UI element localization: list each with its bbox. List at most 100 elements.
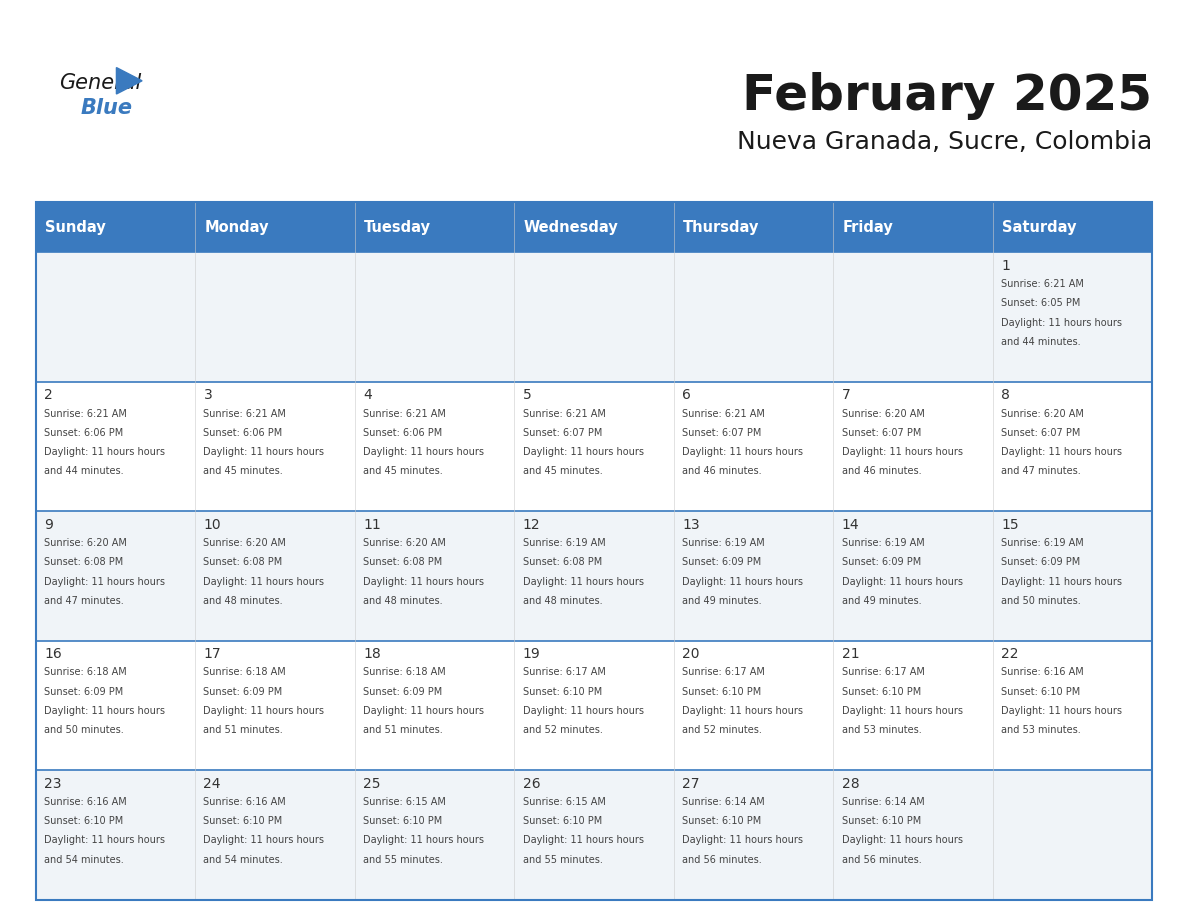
Text: Sunrise: 6:16 AM: Sunrise: 6:16 AM [44,797,127,807]
Text: 17: 17 [203,647,221,661]
Text: Daylight: 11 hours hours: Daylight: 11 hours hours [1001,706,1123,716]
Text: Sunset: 6:09 PM: Sunset: 6:09 PM [682,557,762,567]
Text: Daylight: 11 hours hours: Daylight: 11 hours hours [203,577,324,587]
Bar [514,511,674,641]
Text: and 45 minutes.: and 45 minutes. [203,466,283,476]
Text: Sunrise: 6:21 AM: Sunrise: 6:21 AM [682,409,765,419]
Text: and 55 minutes.: and 55 minutes. [364,855,443,865]
Text: and 51 minutes.: and 51 minutes. [203,725,283,735]
Text: Sunrise: 6:21 AM: Sunrise: 6:21 AM [364,409,446,419]
Text: Sunset: 6:10 PM: Sunset: 6:10 PM [841,816,921,826]
Bar [674,252,833,382]
Text: Daylight: 11 hours hours: Daylight: 11 hours hours [1001,577,1123,587]
Bar [993,252,1152,382]
Text: 6: 6 [682,388,691,402]
Text: Sunset: 6:07 PM: Sunset: 6:07 PM [1001,428,1081,438]
Text: Sunrise: 6:20 AM: Sunrise: 6:20 AM [203,538,286,548]
Text: Sunrise: 6:17 AM: Sunrise: 6:17 AM [523,667,606,677]
Bar [993,382,1152,511]
Text: Sunset: 6:08 PM: Sunset: 6:08 PM [364,557,442,567]
Text: Daylight: 11 hours hours: Daylight: 11 hours hours [203,706,324,716]
Text: Daylight: 11 hours hours: Daylight: 11 hours hours [364,706,484,716]
Text: Sunrise: 6:21 AM: Sunrise: 6:21 AM [44,409,127,419]
Bar [993,641,1152,770]
Text: Sunset: 6:08 PM: Sunset: 6:08 PM [44,557,124,567]
Text: Sunset: 6:09 PM: Sunset: 6:09 PM [203,687,283,697]
Text: and 47 minutes.: and 47 minutes. [44,596,124,606]
Text: Sunday: Sunday [45,219,106,235]
Bar [674,511,833,641]
Text: and 48 minutes.: and 48 minutes. [203,596,283,606]
Text: 24: 24 [203,777,221,790]
Bar [674,382,833,511]
Bar [355,202,514,252]
Text: Sunset: 6:05 PM: Sunset: 6:05 PM [1001,298,1081,308]
Text: General: General [59,73,141,93]
Bar [993,511,1152,641]
Text: Sunset: 6:10 PM: Sunset: 6:10 PM [1001,687,1080,697]
Text: Sunrise: 6:18 AM: Sunrise: 6:18 AM [203,667,286,677]
Text: 26: 26 [523,777,541,790]
Text: and 55 minutes.: and 55 minutes. [523,855,602,865]
Text: and 48 minutes.: and 48 minutes. [523,596,602,606]
Text: Sunrise: 6:19 AM: Sunrise: 6:19 AM [682,538,765,548]
Bar [833,202,993,252]
Bar [514,770,674,900]
Text: Sunrise: 6:19 AM: Sunrise: 6:19 AM [1001,538,1083,548]
Text: Sunset: 6:09 PM: Sunset: 6:09 PM [1001,557,1080,567]
Text: 20: 20 [682,647,700,661]
Text: 8: 8 [1001,388,1010,402]
Text: 12: 12 [523,518,541,532]
Text: Sunrise: 6:16 AM: Sunrise: 6:16 AM [1001,667,1083,677]
Text: Sunset: 6:09 PM: Sunset: 6:09 PM [44,687,124,697]
Bar [993,770,1152,900]
Bar [195,252,355,382]
Text: Sunrise: 6:14 AM: Sunrise: 6:14 AM [841,797,924,807]
Text: and 50 minutes.: and 50 minutes. [44,725,124,735]
Text: 1: 1 [1001,259,1010,273]
Text: and 50 minutes.: and 50 minutes. [1001,596,1081,606]
Text: and 44 minutes.: and 44 minutes. [1001,337,1081,347]
Bar [833,770,993,900]
Text: Sunset: 6:09 PM: Sunset: 6:09 PM [364,687,442,697]
Text: Sunrise: 6:16 AM: Sunrise: 6:16 AM [203,797,286,807]
Text: Daylight: 11 hours hours: Daylight: 11 hours hours [1001,318,1123,328]
Text: 13: 13 [682,518,700,532]
Text: and 56 minutes.: and 56 minutes. [841,855,922,865]
Text: Daylight: 11 hours hours: Daylight: 11 hours hours [523,706,644,716]
Text: and 49 minutes.: and 49 minutes. [841,596,921,606]
Text: Sunrise: 6:18 AM: Sunrise: 6:18 AM [364,667,446,677]
Text: 21: 21 [841,647,859,661]
Bar [993,202,1152,252]
Text: Daylight: 11 hours hours: Daylight: 11 hours hours [841,577,962,587]
Text: 27: 27 [682,777,700,790]
Bar [833,511,993,641]
Text: Sunset: 6:08 PM: Sunset: 6:08 PM [203,557,283,567]
Text: and 52 minutes.: and 52 minutes. [682,725,762,735]
Bar [833,382,993,511]
Text: Daylight: 11 hours hours: Daylight: 11 hours hours [44,835,165,845]
Bar [36,770,195,900]
Text: and 44 minutes.: and 44 minutes. [44,466,124,476]
Bar [514,202,674,252]
Text: Sunrise: 6:17 AM: Sunrise: 6:17 AM [682,667,765,677]
Bar [195,641,355,770]
Bar [674,641,833,770]
Text: Daylight: 11 hours hours: Daylight: 11 hours hours [203,835,324,845]
Text: Sunset: 6:10 PM: Sunset: 6:10 PM [682,816,762,826]
Text: Sunrise: 6:19 AM: Sunrise: 6:19 AM [841,538,924,548]
Bar [195,511,355,641]
Text: 11: 11 [364,518,381,532]
Text: Sunset: 6:06 PM: Sunset: 6:06 PM [364,428,442,438]
Text: Daylight: 11 hours hours: Daylight: 11 hours hours [364,835,484,845]
Text: 5: 5 [523,388,531,402]
Text: Sunrise: 6:17 AM: Sunrise: 6:17 AM [841,667,924,677]
Text: Sunset: 6:10 PM: Sunset: 6:10 PM [44,816,124,826]
Text: Sunset: 6:06 PM: Sunset: 6:06 PM [203,428,283,438]
Text: Sunset: 6:10 PM: Sunset: 6:10 PM [364,816,442,826]
Polygon shape [116,68,143,94]
Text: and 46 minutes.: and 46 minutes. [682,466,762,476]
Text: and 47 minutes.: and 47 minutes. [1001,466,1081,476]
Bar [36,202,1152,900]
Bar [195,202,355,252]
